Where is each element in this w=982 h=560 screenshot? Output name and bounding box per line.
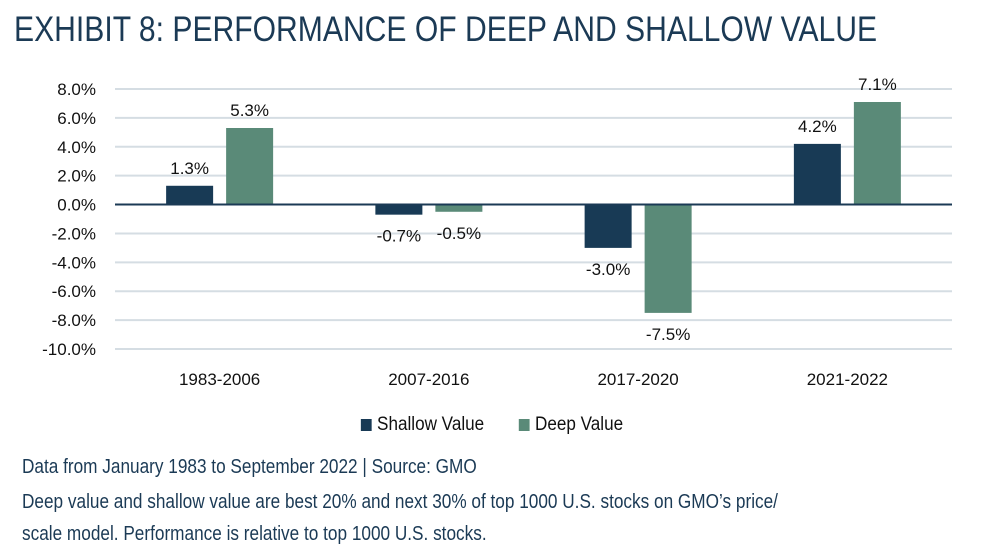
data-label: 5.3% [230, 101, 269, 120]
legend-item-deep: Deep Value [518, 414, 623, 436]
description-line-1: Deep value and shallow value are best 20… [22, 491, 778, 513]
y-tick-label: 2.0% [57, 167, 96, 186]
data-labels: 1.3% 5.3% -0.7% -0.5% -3.0% -7.5% 4.2% 7.1% [170, 75, 897, 344]
x-tick-label: 2021-2022 [807, 370, 888, 389]
bar-shallow-value [584, 204, 632, 248]
y-tick-label: 6.0% [57, 109, 96, 128]
bar-chart: 8.0% 6.0% 4.0% 2.0% 0.0% -2.0% -4.0% -6.0% -8.0%… [42, 75, 952, 389]
bar-shallow-value [793, 143, 841, 205]
y-tick-label: -6.0% [52, 282, 96, 301]
data-label: -7.5% [646, 325, 690, 344]
legend-item-shallow: Shallow Value [360, 414, 484, 436]
bar-deep-value [644, 204, 692, 313]
chart-title: EXHIBIT 8: PERFORMANCE OF DEEP AND SHALL… [14, 10, 878, 49]
data-label: -0.7% [377, 227, 421, 246]
x-tick-label: 2007-2016 [388, 370, 469, 389]
x-axis-labels: 1983-2006 2007-2016 2017-2020 2021-2022 [179, 370, 888, 389]
legend: Shallow Value Deep Value [0, 414, 982, 436]
bar-deep-value [435, 204, 483, 212]
y-axis-labels: 8.0% 6.0% 4.0% 2.0% 0.0% -2.0% -4.0% -6.0% -8.0%… [42, 80, 96, 359]
source-note: Data from January 1983 to September 2022… [22, 456, 477, 478]
y-tick-label: 8.0% [57, 80, 96, 99]
legend-label-deep: Deep Value [534, 414, 623, 435]
legend-swatch-deep [518, 419, 530, 431]
y-tick-label: -10.0% [42, 340, 96, 359]
legend-swatch-shallow [360, 419, 372, 431]
x-tick-label: 1983-2006 [179, 370, 260, 389]
data-label: 4.2% [798, 117, 837, 136]
y-tick-label: -4.0% [52, 253, 96, 272]
bar-deep-value [853, 102, 901, 205]
data-label: 1.3% [170, 159, 209, 178]
x-tick-label: 2017-2020 [597, 370, 678, 389]
bars [166, 102, 901, 313]
y-tick-label: -8.0% [52, 311, 96, 330]
legend-label-shallow: Shallow Value [376, 414, 484, 435]
data-label: 7.1% [858, 75, 897, 94]
data-label: -3.0% [586, 260, 630, 279]
bar-shallow-value [375, 204, 423, 215]
y-tick-label: 0.0% [57, 196, 96, 215]
y-tick-label: -2.0% [52, 224, 96, 243]
description-line-2: scale model. Performance is relative to … [22, 523, 487, 545]
y-tick-label: 4.0% [57, 138, 96, 157]
bar-deep-value [226, 128, 274, 205]
bar-shallow-value [166, 185, 214, 205]
data-label: -0.5% [437, 224, 481, 243]
